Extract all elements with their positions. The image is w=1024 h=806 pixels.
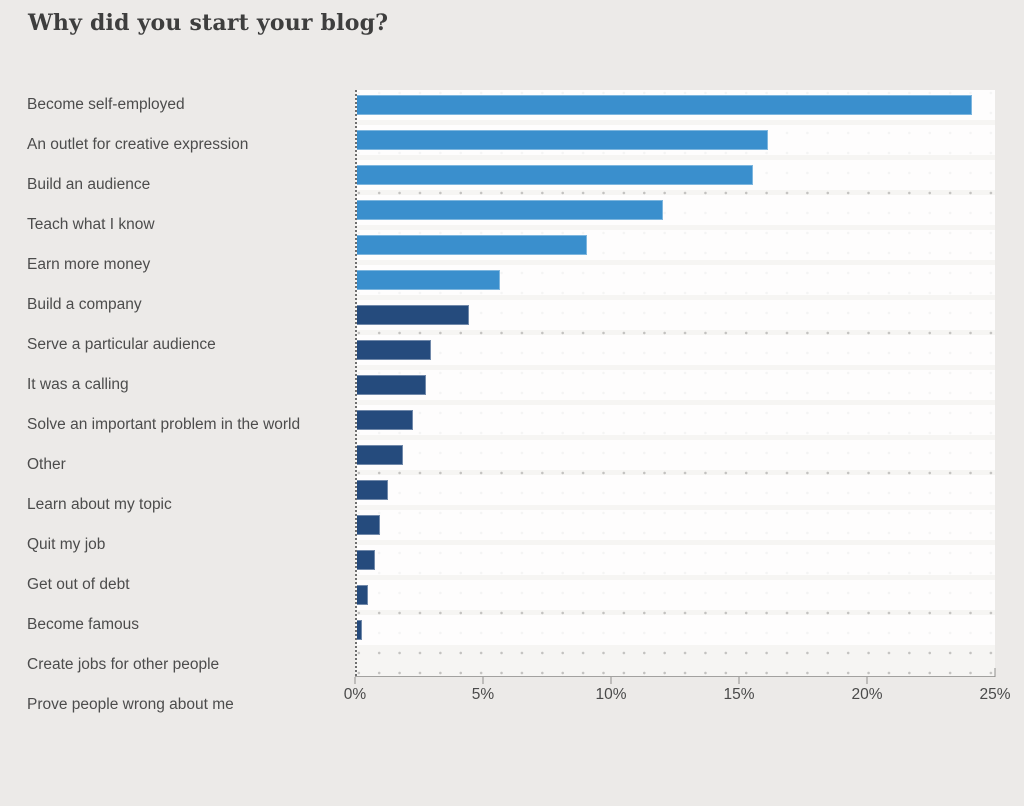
bar: [357, 375, 426, 395]
row-band: [357, 125, 995, 155]
plot-column: 0% 5% 10% 15% 20% 25%: [344, 85, 1011, 711]
bar: [357, 550, 375, 570]
category-label: Earn more money: [27, 256, 151, 273]
category-label: Become self-employed: [27, 96, 185, 113]
category-label: Prove people wrong about me: [27, 696, 234, 713]
bar: [357, 305, 470, 325]
category-label: Serve a particular audience: [27, 336, 216, 353]
bar: [357, 585, 369, 605]
row-band: [357, 580, 995, 610]
axis-tick-label: 10%: [595, 686, 627, 703]
axis-tick: [482, 677, 484, 684]
category-label: Solve an important problem in the world: [27, 416, 301, 433]
row-band: [357, 615, 995, 645]
axis-tick-label: 5%: [471, 686, 495, 703]
axis-tick: [610, 677, 612, 684]
bar: [357, 270, 500, 290]
row-band: [357, 160, 995, 190]
row-band: [357, 475, 995, 505]
category-label: Build a company: [27, 296, 142, 313]
axis-tick-label: 25%: [979, 686, 1011, 703]
row-band: [357, 195, 995, 225]
bar: [357, 620, 363, 640]
category-label: It was a calling: [27, 376, 129, 393]
category-label: Get out of debt: [27, 576, 130, 593]
axis-tick: [738, 677, 740, 684]
row-band: [357, 335, 995, 365]
row-band: [357, 90, 995, 120]
bar: [357, 480, 388, 500]
axis-tick-label: 20%: [851, 686, 883, 703]
bar: [357, 95, 973, 115]
bar: [357, 130, 768, 150]
category-label: Other: [27, 456, 66, 473]
axis-tick: [354, 677, 356, 684]
row-band: [357, 545, 995, 575]
row-band: [357, 230, 995, 260]
x-axis: [354, 668, 996, 684]
bar: [357, 235, 587, 255]
bar: [357, 340, 431, 360]
category-labels: Become self-employed An outlet for creati…: [0, 85, 355, 725]
bar: [357, 515, 380, 535]
category-label: Build an audience: [27, 176, 151, 193]
row-band: [357, 265, 995, 295]
row-band: [357, 370, 995, 400]
axis-tick: [994, 668, 996, 677]
bar: [357, 445, 403, 465]
category-label: Teach what I know: [27, 216, 155, 233]
bar: [357, 165, 753, 185]
bar: [357, 200, 664, 220]
category-label: Learn about my topic: [27, 496, 172, 513]
chart-title: Why did you start your blog?: [28, 10, 389, 36]
axis-tick: [866, 677, 868, 684]
row-band: [357, 300, 995, 330]
category-label: An outlet for creative expression: [27, 136, 249, 153]
row-band: [357, 510, 995, 540]
bar: [357, 410, 414, 430]
bar-chart: Become self-employed An outlet for creati…: [0, 85, 1011, 725]
axis-tick-label: 15%: [723, 686, 755, 703]
category-label: Become famous: [27, 616, 139, 633]
axis-tick-label: 0%: [343, 686, 367, 703]
plot-area: [355, 90, 995, 676]
x-axis-tick-labels: 0% 5% 10% 15% 20% 25%: [344, 677, 1011, 711]
category-label: Create jobs for other people: [27, 656, 220, 673]
row-band: [357, 440, 995, 470]
row-band: [357, 405, 995, 435]
category-label: Quit my job: [27, 536, 106, 553]
